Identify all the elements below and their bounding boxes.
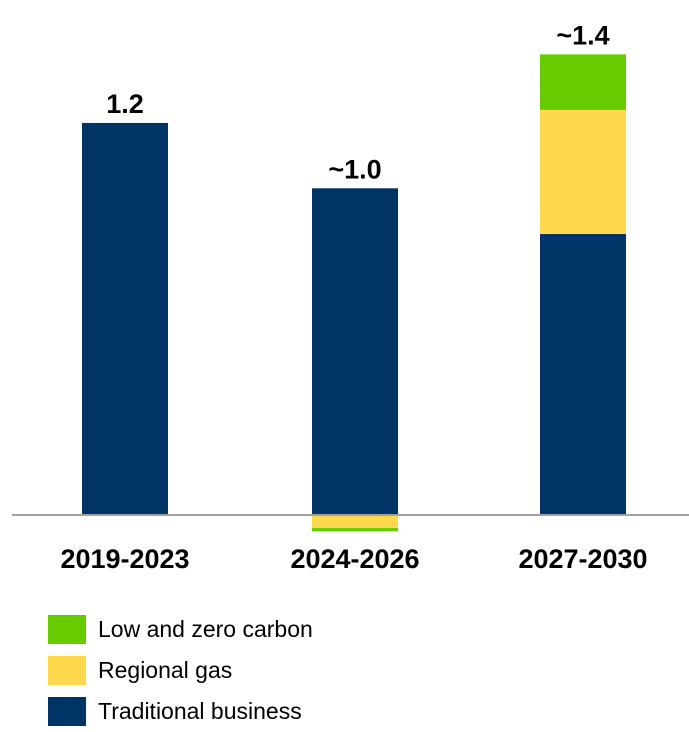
bar-2019-2023-traditional-business (82, 122, 168, 516)
stacked-bar-chart: 1.2 2019-2023 ~1.0 2024-2026 ~1.4 2027-2030 (12, 20, 689, 574)
legend-item-low-and-zero-carbon: Low and zero carbon (48, 609, 313, 650)
bar-2027-2030-regional-gas (540, 109, 626, 235)
bar-2024-2026-regional-gas (312, 515, 398, 529)
bar-2027-2030-traditional-business (540, 234, 626, 515)
bar-2024-2026-low-and-zero-carbon (312, 528, 398, 532)
legend-swatch-low-and-zero-carbon (48, 615, 86, 644)
total-label-2019-2023: 1.2 (106, 89, 144, 119)
bar-2024-2026-traditional-business (312, 188, 398, 516)
legend-item-regional-gas: Regional gas (48, 650, 313, 691)
legend-label-low-and-zero-carbon: Low and zero carbon (98, 616, 313, 642)
labels-group: 1.2 2019-2023 ~1.0 2024-2026 ~1.4 2027-2030 (60, 20, 647, 574)
category-label-2027-2030: 2027-2030 (518, 544, 647, 574)
bar-2027-2030-low-and-zero-carbon (540, 54, 626, 110)
legend-label-regional-gas: Regional gas (98, 657, 233, 683)
total-label-2027-2030: ~1.4 (556, 20, 609, 50)
legend-swatch-regional-gas (48, 656, 86, 685)
category-label-2024-2026: 2024-2026 (290, 544, 419, 574)
legend: Low and zero carbon Regional gas Tradition… (48, 609, 313, 732)
category-label-2019-2023: 2019-2023 (60, 544, 189, 574)
legend-item-traditional-business: Traditional business (48, 691, 313, 732)
bars-group (82, 54, 626, 532)
legend-label-traditional-business: Traditional business (98, 698, 302, 724)
legend-swatch-traditional-business (48, 697, 86, 726)
total-label-2024-2026: ~1.0 (328, 154, 381, 184)
